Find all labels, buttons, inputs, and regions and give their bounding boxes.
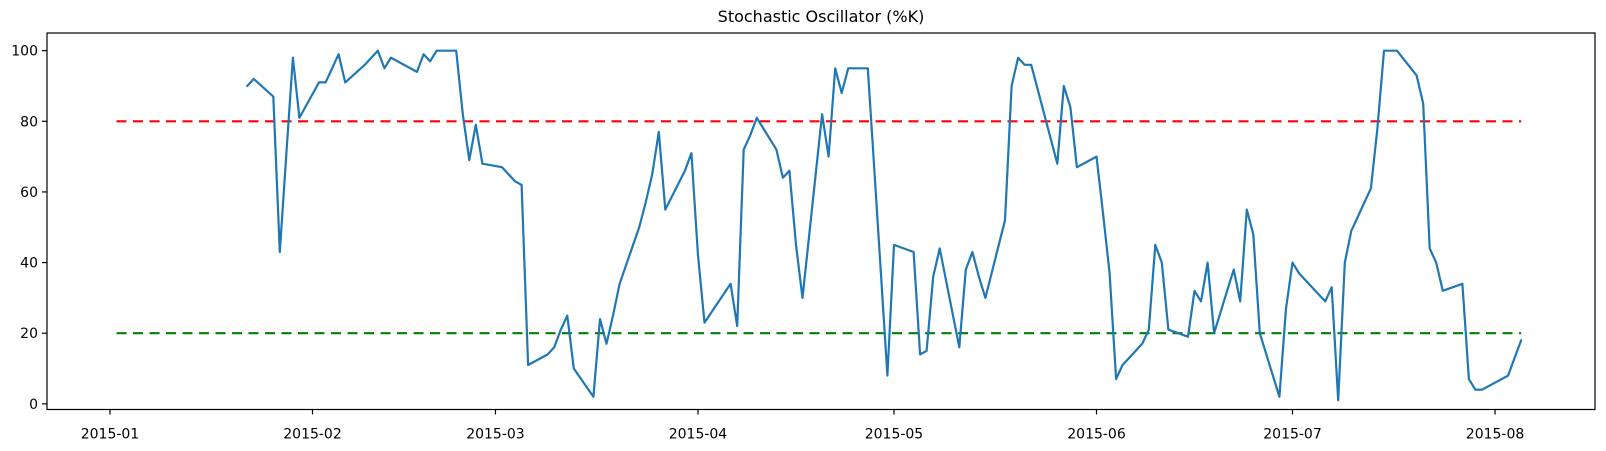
x-tick-label: 2015-02: [283, 427, 342, 443]
x-tick-label: 2015-05: [865, 427, 924, 443]
y-tick-label: 100: [11, 44, 38, 60]
axes-layer: 2015-01 2015-02 2015-03 2015-04 2015-05 2015-…: [11, 44, 1524, 443]
plot-border: [46, 32, 1596, 411]
x-tick-label: 2015-06: [1067, 427, 1126, 443]
x-tick-label: 2015-04: [669, 427, 728, 443]
chart-title: Stochastic Oscillator (%K): [718, 7, 925, 26]
data-layer: [116, 49, 1523, 402]
percent-k-line: [246, 49, 1523, 402]
y-tick-label: 80: [20, 114, 38, 130]
x-tick-label: 2015-01: [81, 427, 140, 443]
x-tick-label: 2015-03: [466, 427, 525, 443]
x-tick-label: 2015-07: [1263, 427, 1322, 443]
y-tick-label: 20: [20, 326, 38, 342]
y-tick-label: 40: [20, 256, 38, 272]
y-tick-label: 60: [20, 185, 38, 201]
x-tick-label: 2015-08: [1466, 427, 1525, 443]
y-tick-label: 0: [29, 397, 38, 413]
